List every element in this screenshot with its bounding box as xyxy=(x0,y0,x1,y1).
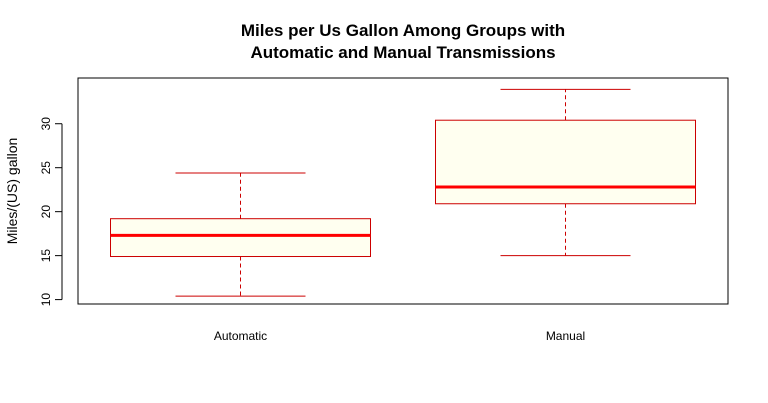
box-group-manual xyxy=(435,88,696,257)
box-group-automatic xyxy=(110,172,371,297)
y-tick-label: 25 xyxy=(39,161,53,175)
chart-title-line-1: Miles per Us Gallon Among Groups with xyxy=(241,21,565,40)
y-axis: 10 15 20 25 30 xyxy=(39,117,63,307)
y-tick-label: 15 xyxy=(39,249,53,263)
boxes-layer xyxy=(110,88,696,297)
iqr-box xyxy=(110,218,371,258)
y-tick-label: 10 xyxy=(39,293,53,307)
y-tick-label: 30 xyxy=(39,117,53,131)
x-tick-label: Automatic xyxy=(214,329,267,343)
chart-title-line-2: Automatic and Manual Transmissions xyxy=(250,43,555,62)
y-tick-label: 20 xyxy=(39,205,53,219)
x-tick-label: Manual xyxy=(546,329,585,343)
x-axis: Automatic Manual xyxy=(214,329,585,343)
iqr-box xyxy=(435,119,696,205)
y-axis-label: Miles/(US) gallon xyxy=(4,138,20,245)
plot-frame xyxy=(77,77,729,305)
